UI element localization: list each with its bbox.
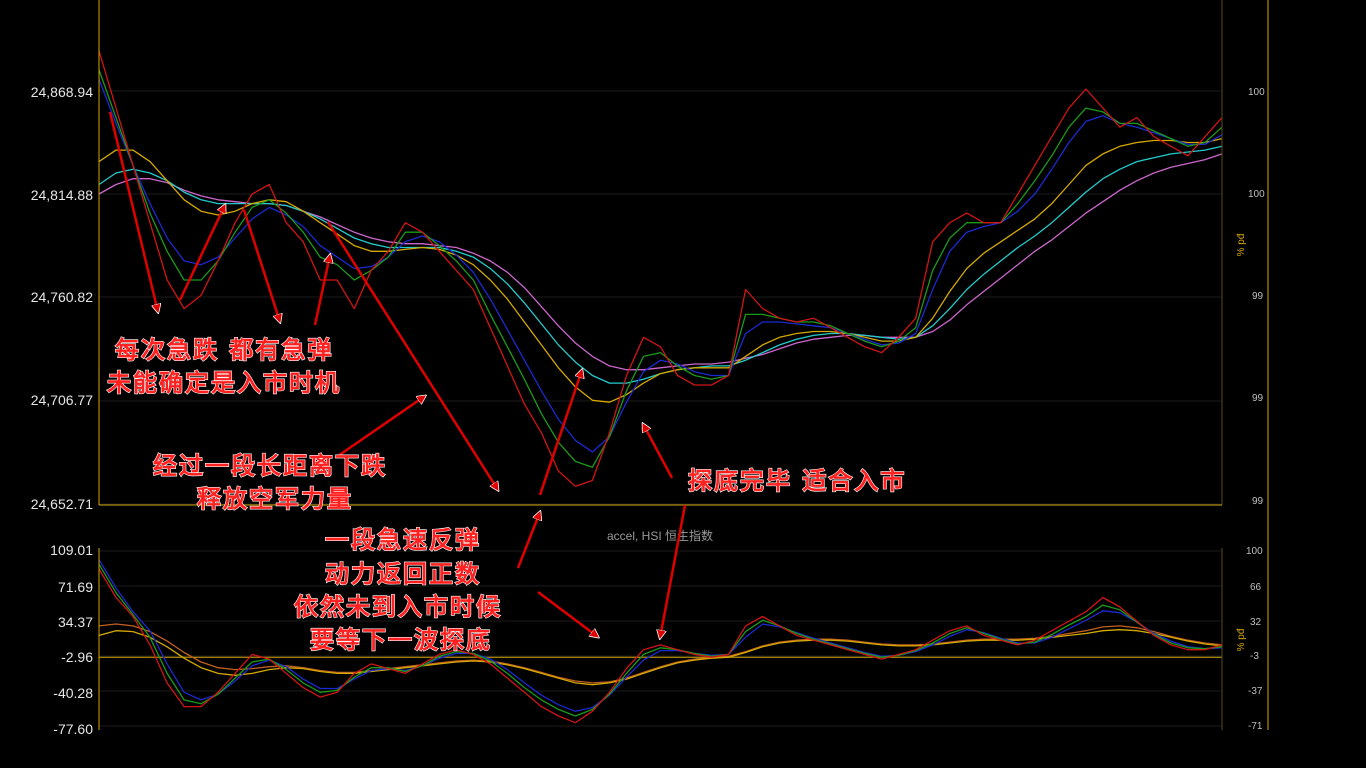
accel-right-tick-label: 66 <box>1250 582 1262 593</box>
series-line <box>98 559 1223 712</box>
arrow <box>537 591 598 637</box>
price-right-tick-label: 99 <box>1252 291 1264 302</box>
series-line <box>98 50 1223 487</box>
accel-tick-label: 34.37 <box>58 614 93 630</box>
annotation-arrows <box>108 111 687 638</box>
annotation-text: 一段急速反弹 <box>325 525 481 554</box>
arrow <box>643 424 674 479</box>
accel-right-tick-label: 32 <box>1250 617 1262 628</box>
annotation-text: 释放空军力量 <box>197 484 353 513</box>
annotation-text: 依然未到入市时候 <box>294 592 502 621</box>
accel-panel-title: accel, HSI 恒生指数 <box>607 528 713 543</box>
arrow <box>334 396 425 460</box>
annotation-text: 每次急跌 都有急弹 <box>115 335 333 364</box>
accel-right-axis-unit: % pđ <box>1236 628 1247 651</box>
accel-tick-label: -2.96 <box>61 649 93 665</box>
accel-right-tick-label: 100 <box>1246 546 1263 557</box>
arrow <box>313 255 330 326</box>
series-layer <box>98 50 1223 724</box>
price-right-tick-label: 99 <box>1252 393 1264 404</box>
price-right-axis-unit: % pđ <box>1236 233 1247 256</box>
accel-tick-label: 109.01 <box>50 542 93 558</box>
annotation-text: 经过一段长距离下跌 <box>153 451 387 480</box>
series-line <box>98 79 1223 453</box>
annotation-text: 探底完毕 适合入市 <box>688 466 906 495</box>
arrow <box>178 205 225 301</box>
accel-tick-label: -77.60 <box>53 721 93 737</box>
annotation-text: 未能确定是入市时机 <box>107 368 341 397</box>
series-line <box>98 629 1223 686</box>
price-tick-label: 24,652.71 <box>31 496 93 512</box>
series-line <box>98 563 1223 717</box>
arrow <box>538 370 582 496</box>
accel-right-tick-label: -37 <box>1248 686 1263 697</box>
arrow <box>660 504 687 638</box>
price-tick-label: 24,868.94 <box>31 84 93 100</box>
accel-right-tick-label: -71 <box>1248 721 1263 732</box>
arrow <box>326 221 498 490</box>
price-tick-label: 24,706.77 <box>31 392 93 408</box>
arrow <box>242 209 280 322</box>
annotation-text: 动力返回正数 <box>325 559 481 588</box>
accel-tick-label: -40.28 <box>53 685 93 701</box>
series-line <box>98 623 1223 684</box>
price-tick-label: 24,760.82 <box>31 289 93 305</box>
accel-tick-label: 71.69 <box>58 579 93 595</box>
accel-right-tick-label: -3 <box>1250 651 1259 662</box>
price-tick-label: 24,814.88 <box>31 187 93 203</box>
series-line <box>98 137 1223 403</box>
price-right-tick-label: 100 <box>1248 87 1265 98</box>
price-right-tick-label: 99 <box>1252 496 1264 507</box>
arrow <box>108 111 158 312</box>
price-right-tick-label: 100 <box>1248 189 1265 200</box>
grid <box>99 90 1222 727</box>
series-line <box>98 568 1223 724</box>
arrow <box>516 512 540 569</box>
annotation-text: 要等下一波探底 <box>310 625 492 654</box>
series-line <box>98 69 1223 468</box>
